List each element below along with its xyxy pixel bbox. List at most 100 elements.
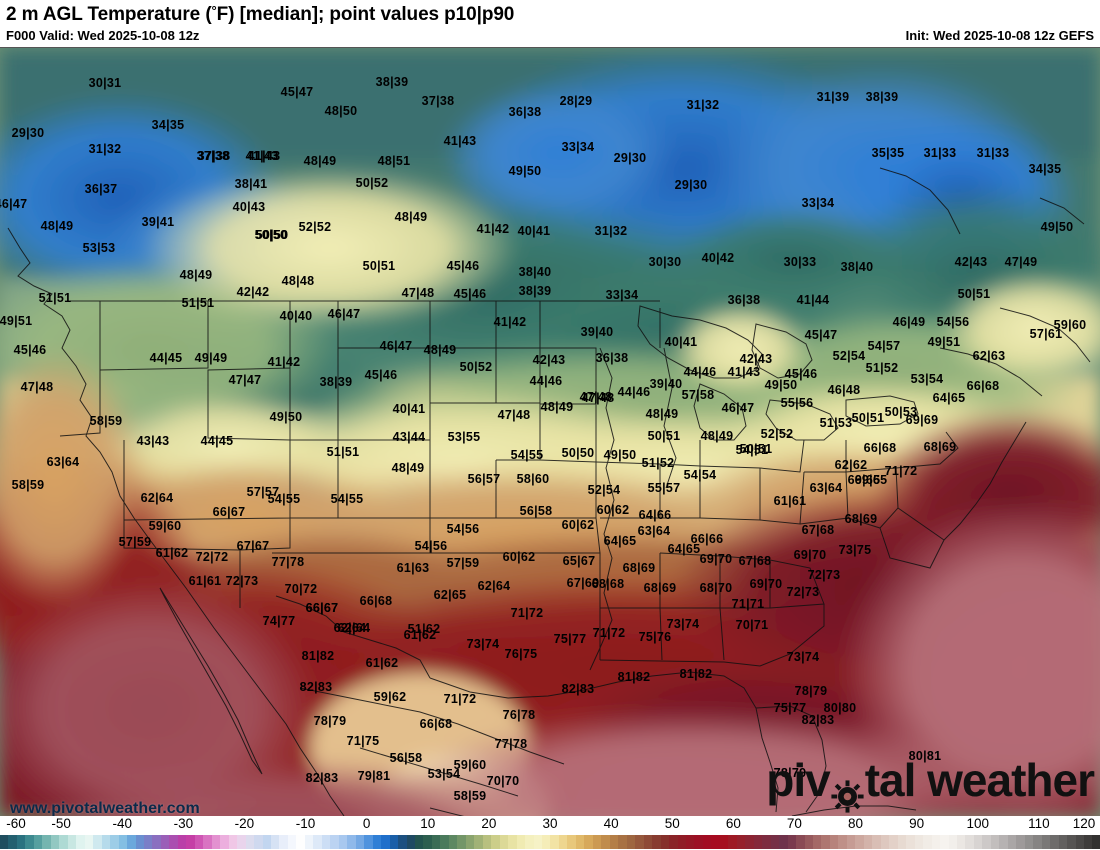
- colorbar-swatch: [381, 835, 390, 849]
- point-value: 53|53: [82, 240, 116, 255]
- colorbar-swatch: [211, 835, 221, 849]
- colorbar-swatch: [940, 835, 949, 849]
- point-value: 50|50: [255, 227, 289, 242]
- colorbar-swatch: [965, 835, 974, 849]
- colorbar-swatch: [694, 835, 703, 849]
- colorbar-swatch: [398, 835, 407, 849]
- colorbar-swatch: [736, 835, 746, 849]
- point-value: 49|51: [927, 334, 961, 349]
- colorbar-swatch: [76, 835, 85, 849]
- colorbar-swatch: [143, 835, 153, 849]
- colorbar-swatch: [863, 835, 873, 849]
- colorbar-swatch: [50, 835, 60, 849]
- point-value: 50|51: [647, 428, 681, 443]
- point-value: 31|33: [923, 145, 957, 160]
- point-value: 61|63: [396, 560, 430, 575]
- point-value: 48|49: [303, 153, 337, 168]
- point-value: 31|33: [976, 145, 1010, 160]
- colorbar-swatch: [110, 835, 119, 849]
- point-value: 38|39: [375, 74, 409, 89]
- point-value: 39|40: [580, 324, 614, 339]
- colorbar-swatch: [550, 835, 559, 849]
- point-value: 72|72: [195, 549, 229, 564]
- point-value: 50|50: [254, 227, 288, 242]
- point-value: 77|78: [271, 554, 305, 569]
- colorbar-swatch: [347, 835, 356, 849]
- point-value: 33|34: [561, 139, 595, 154]
- colorbar-swatch: [829, 835, 839, 849]
- point-value: 40|41: [664, 334, 698, 349]
- point-value: 66|68: [863, 440, 897, 455]
- point-value: 51|62: [407, 621, 441, 636]
- colorbar-swatch: [93, 835, 102, 849]
- colorbar-swatch: [262, 835, 271, 849]
- colorbar-swatch: [618, 835, 627, 849]
- init-time-label: Init: Wed 2025-10-08 12z GEFS: [905, 28, 1094, 43]
- point-value: 60|62: [596, 502, 630, 517]
- colorbar-swatch: [287, 835, 297, 849]
- point-value: 54|54: [683, 467, 717, 482]
- point-value: 36|38: [595, 350, 629, 365]
- point-value: 54|55: [510, 447, 544, 462]
- point-value: 51|52: [865, 360, 899, 375]
- point-value: 30|31: [88, 75, 122, 90]
- point-value: 54|56: [446, 521, 480, 536]
- colorbar-swatch: [313, 835, 322, 849]
- point-value: 29|30: [674, 177, 708, 192]
- point-value: 44|45: [149, 350, 183, 365]
- point-value: 54|57: [867, 338, 901, 353]
- colorbar-swatch: [330, 835, 339, 849]
- colorbar-swatch: [186, 835, 195, 849]
- point-value: 48|50: [324, 103, 358, 118]
- point-value: 64|66: [638, 507, 672, 522]
- point-value: 62|64: [337, 620, 371, 635]
- point-value: 62|63: [972, 348, 1006, 363]
- point-value: 67|68: [738, 553, 772, 568]
- point-value: 76|75: [504, 646, 538, 661]
- point-value: 53|54: [427, 766, 461, 781]
- colorbar-swatch: [271, 835, 280, 849]
- colorbar-tick: 30: [542, 816, 558, 831]
- colorbar-swatch: [779, 835, 788, 849]
- point-value: 30|30: [648, 254, 682, 269]
- point-value: 70|71: [735, 617, 769, 632]
- colorbar-tick: 120: [1072, 816, 1096, 831]
- point-value: 44|46: [683, 364, 717, 379]
- point-value: 61|62: [403, 627, 437, 642]
- colorbar-swatch: [1041, 835, 1051, 849]
- point-value: 80|80: [823, 700, 857, 715]
- point-value: 49|50: [269, 409, 303, 424]
- point-value: 57|57: [246, 484, 280, 499]
- colorbar-gradient[interactable]: [0, 835, 1100, 849]
- colorbar-tick: 10: [420, 816, 436, 831]
- point-value: 39|40: [649, 376, 683, 391]
- point-value: 63|64: [637, 523, 671, 538]
- colorbar-swatch: [923, 835, 932, 849]
- point-value: 50|51: [957, 286, 991, 301]
- point-value: 70|72: [284, 581, 318, 596]
- point-value: 54|55: [267, 491, 301, 506]
- point-value: 46|47: [327, 306, 361, 321]
- colorbar-tick: 0: [362, 816, 371, 831]
- point-value: 41|42: [476, 221, 510, 236]
- colorbar-swatch: [1075, 835, 1084, 849]
- title-pre: 2 m AGL Temperature (: [6, 3, 212, 25]
- map-canvas[interactable]: 30|31 29|30 34|35 31|32 37|38 41|43 36|37 38|41…: [0, 47, 1100, 817]
- colorbar-swatch: [220, 835, 229, 849]
- point-value: 49|50: [764, 377, 798, 392]
- degree-symbol: °: [211, 3, 217, 18]
- point-value: 71|71: [731, 596, 765, 611]
- colorbar-swatch: [59, 835, 68, 849]
- point-value: 57|58: [681, 387, 715, 402]
- point-value: 73|74: [786, 649, 820, 664]
- colorbar-swatch: [245, 835, 255, 849]
- point-value: 41|42: [493, 314, 527, 329]
- point-value: 75|77: [773, 700, 807, 715]
- colorbar-swatch: [584, 835, 593, 849]
- brand-text-post: tal weather: [864, 754, 1095, 806]
- colorbar-tick: -40: [112, 816, 132, 831]
- colorbar-swatch: [33, 835, 43, 849]
- point-value: 48|49: [423, 342, 457, 357]
- point-value: 46|47: [721, 400, 755, 415]
